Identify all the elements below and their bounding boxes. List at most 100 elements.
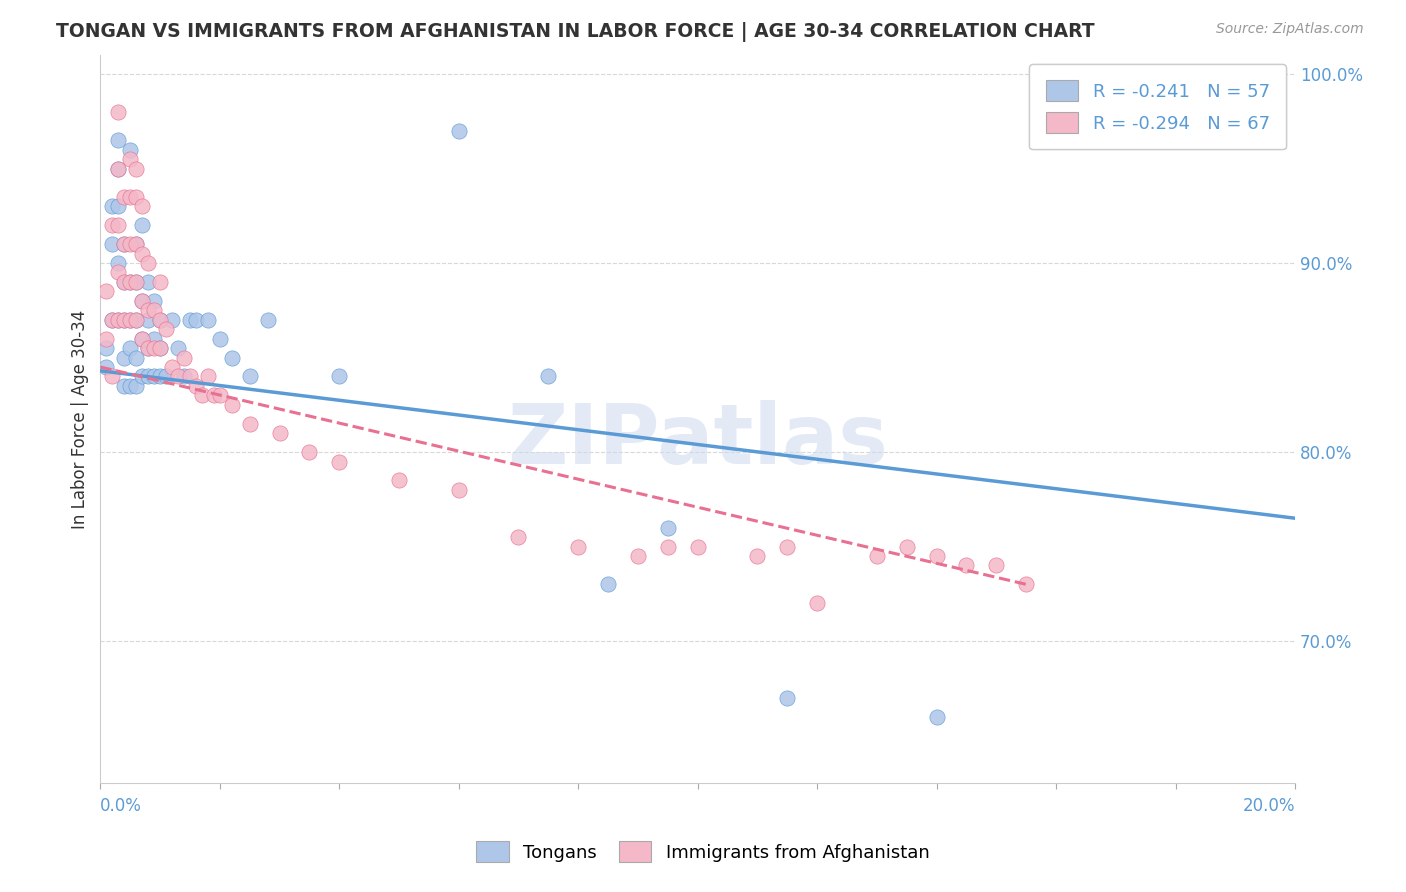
Point <box>112 379 135 393</box>
Point <box>149 312 172 326</box>
Point <box>256 312 278 326</box>
Point <box>136 369 159 384</box>
Point <box>112 312 135 326</box>
Point <box>96 332 118 346</box>
Point <box>136 256 159 270</box>
Point <box>112 351 135 365</box>
Point <box>96 359 118 374</box>
Point <box>107 133 129 147</box>
Point <box>131 332 153 346</box>
Y-axis label: In Labor Force | Age 30-34: In Labor Force | Age 30-34 <box>72 310 89 529</box>
Point <box>167 369 190 384</box>
Point <box>447 124 470 138</box>
Point <box>747 549 769 563</box>
Point <box>986 558 1008 573</box>
Point <box>136 275 159 289</box>
Point <box>239 369 262 384</box>
Point <box>131 369 153 384</box>
Point <box>149 369 172 384</box>
Point <box>167 341 190 355</box>
Point <box>328 369 350 384</box>
Point <box>131 246 153 260</box>
Point <box>125 190 148 204</box>
Point <box>221 398 243 412</box>
Point <box>149 275 172 289</box>
Point <box>328 454 350 468</box>
Point <box>221 351 243 365</box>
Point <box>143 369 166 384</box>
Point <box>136 341 159 355</box>
Point <box>120 190 142 204</box>
Point <box>120 275 142 289</box>
Point <box>107 161 129 176</box>
Point <box>107 104 129 119</box>
Point <box>239 417 262 431</box>
Point <box>686 540 709 554</box>
Point <box>107 219 129 233</box>
Point <box>136 312 159 326</box>
Point <box>120 143 142 157</box>
Point <box>179 369 201 384</box>
Legend: Tongans, Immigrants from Afghanistan: Tongans, Immigrants from Afghanistan <box>460 825 946 879</box>
Point <box>149 312 172 326</box>
Point <box>112 312 135 326</box>
Point <box>101 199 124 213</box>
Point <box>125 275 148 289</box>
Point <box>143 293 166 308</box>
Text: ZIPatlas: ZIPatlas <box>508 401 889 482</box>
Point <box>96 285 118 299</box>
Point <box>955 558 977 573</box>
Point <box>149 341 172 355</box>
Point <box>131 293 153 308</box>
Point <box>120 341 142 355</box>
Point <box>155 322 177 336</box>
Point <box>120 312 142 326</box>
Point <box>96 341 118 355</box>
Point <box>776 540 799 554</box>
Point <box>197 312 219 326</box>
Point <box>657 521 679 535</box>
Point <box>776 690 799 705</box>
Point <box>179 312 201 326</box>
Point <box>160 312 183 326</box>
Text: TONGAN VS IMMIGRANTS FROM AFGHANISTAN IN LABOR FORCE | AGE 30-34 CORRELATION CHA: TONGAN VS IMMIGRANTS FROM AFGHANISTAN IN… <box>56 22 1095 42</box>
Point <box>107 256 129 270</box>
Point <box>298 445 321 459</box>
Point <box>125 161 148 176</box>
Point <box>1015 577 1038 591</box>
Point <box>173 351 195 365</box>
Point <box>896 540 918 554</box>
Point <box>112 275 135 289</box>
Point <box>131 199 153 213</box>
Point <box>160 359 183 374</box>
Point <box>131 219 153 233</box>
Point <box>208 332 231 346</box>
Point <box>143 303 166 318</box>
Point <box>131 293 153 308</box>
Point <box>107 312 129 326</box>
Point <box>101 237 124 252</box>
Point <box>112 237 135 252</box>
Point <box>120 312 142 326</box>
Text: Source: ZipAtlas.com: Source: ZipAtlas.com <box>1216 22 1364 37</box>
Point <box>101 312 124 326</box>
Point <box>537 369 560 384</box>
Point <box>112 275 135 289</box>
Point <box>508 530 530 544</box>
Point <box>925 709 948 723</box>
Point <box>120 152 142 166</box>
Point <box>120 237 142 252</box>
Point <box>125 237 148 252</box>
Point <box>125 379 148 393</box>
Point <box>184 312 207 326</box>
Point <box>806 596 828 610</box>
Point <box>388 474 411 488</box>
Point <box>125 351 148 365</box>
Point <box>131 332 153 346</box>
Point <box>107 161 129 176</box>
Point <box>143 332 166 346</box>
Point <box>101 312 124 326</box>
Point <box>101 219 124 233</box>
Point <box>136 341 159 355</box>
Point <box>107 265 129 279</box>
